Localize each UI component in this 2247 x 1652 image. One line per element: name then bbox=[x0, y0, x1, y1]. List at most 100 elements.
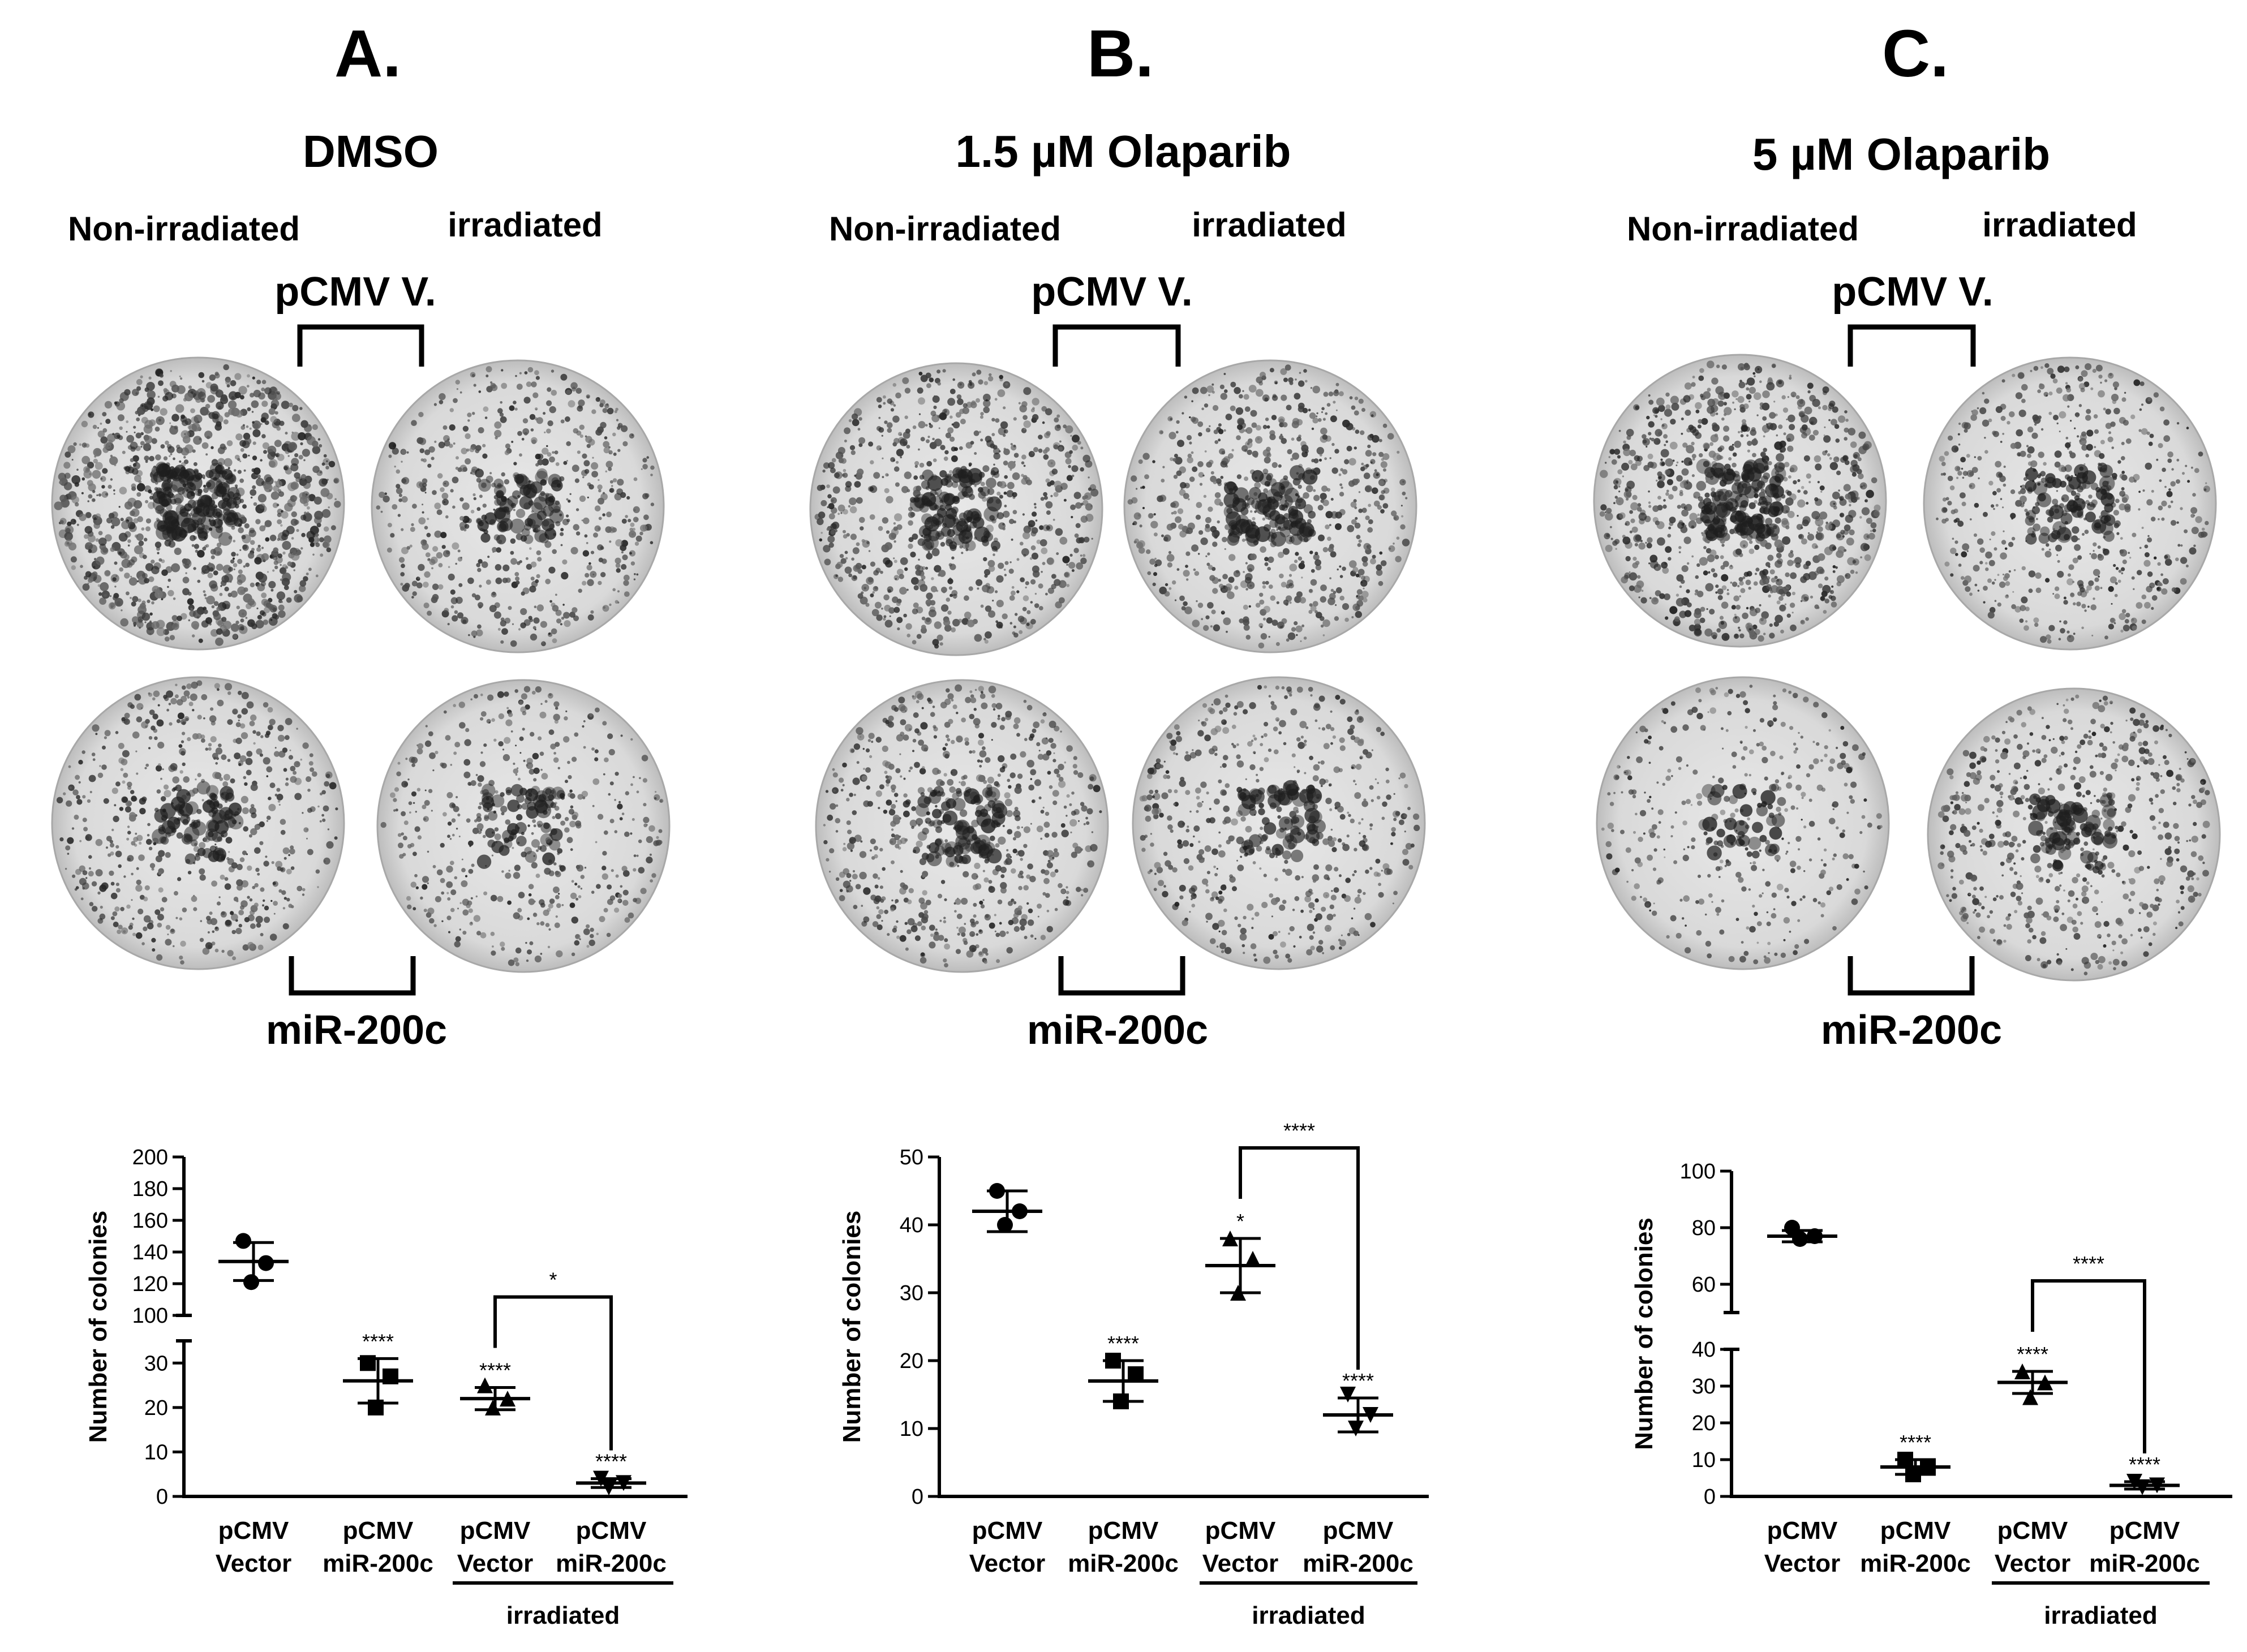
data-point bbox=[1245, 1251, 1261, 1267]
data-point bbox=[485, 1400, 501, 1416]
data-point bbox=[997, 1217, 1013, 1233]
vector-label: pCMV V. bbox=[274, 269, 436, 315]
x-tick-label: Vector bbox=[216, 1550, 292, 1577]
y-tick-label: 30 bbox=[1692, 1375, 1716, 1399]
significance-label: **** bbox=[2017, 1343, 2048, 1366]
y-tick-label: 100 bbox=[1680, 1160, 1716, 1184]
plate-b-4 bbox=[1133, 677, 1425, 969]
plate-b-2 bbox=[1124, 360, 1416, 652]
data-point bbox=[258, 1255, 274, 1271]
x-tick-label: miR-200c bbox=[1303, 1550, 1413, 1577]
data-point bbox=[1113, 1393, 1129, 1409]
y-tick-label: 0 bbox=[156, 1485, 168, 1509]
x-tick-label: miR-200c bbox=[556, 1550, 667, 1577]
y-tick-label: 80 bbox=[1692, 1216, 1716, 1240]
panel-letter: C. bbox=[1882, 16, 1949, 91]
series-1: **** bbox=[1088, 1332, 1158, 1409]
comparison-bracket bbox=[2033, 1281, 2145, 1453]
plate-b-1 bbox=[810, 363, 1102, 655]
x-tick-label: pCMV bbox=[1205, 1517, 1276, 1545]
comparison-label: **** bbox=[1283, 1119, 1315, 1142]
group-label: irradiated bbox=[2044, 1602, 2158, 1629]
y-axis-title: Number of colonies bbox=[84, 1211, 112, 1443]
x-tick-label: miR-200c bbox=[323, 1550, 433, 1577]
panel-b: B. 1.5 µM Olaparib Non-irradiated irradi… bbox=[810, 16, 1425, 1053]
vector-label: pCMV V. bbox=[1031, 269, 1192, 315]
y-tick-label: 0 bbox=[1704, 1485, 1716, 1509]
vector-bracket bbox=[1850, 327, 1973, 367]
y-tick-label: 20 bbox=[144, 1396, 168, 1420]
data-point bbox=[1128, 1366, 1144, 1382]
y-tick-label: 20 bbox=[1692, 1412, 1716, 1435]
data-point bbox=[1807, 1228, 1823, 1244]
y-tick-label: 10 bbox=[900, 1417, 923, 1441]
x-tick-label: pCMV bbox=[2109, 1517, 2180, 1545]
significance-label: **** bbox=[1900, 1431, 1931, 1454]
y-tick-label: 140 bbox=[132, 1241, 168, 1264]
x-tick-label: Vector bbox=[1764, 1550, 1841, 1577]
plate-a-3 bbox=[52, 677, 344, 969]
y-axis-title: Number of colonies bbox=[838, 1211, 866, 1443]
plate-c-4 bbox=[1928, 689, 2220, 980]
vector-bracket bbox=[300, 327, 422, 367]
x-tick-label: pCMV bbox=[972, 1517, 1043, 1545]
x-tick-label: Vector bbox=[457, 1550, 534, 1577]
group-label: irradiated bbox=[506, 1602, 620, 1629]
plate-a-1 bbox=[52, 358, 344, 649]
data-point bbox=[360, 1355, 376, 1371]
irradiated-label: irradiated bbox=[448, 206, 602, 244]
data-point bbox=[1105, 1353, 1121, 1369]
mir-label: miR-200c bbox=[266, 1008, 447, 1053]
significance-label: **** bbox=[1107, 1332, 1139, 1355]
comparison-bracket bbox=[495, 1297, 611, 1451]
data-point bbox=[2022, 1389, 2038, 1405]
x-tick-label: pCMV bbox=[1997, 1517, 2068, 1545]
y-tick-label: 50 bbox=[900, 1146, 923, 1169]
y-tick-label: 120 bbox=[132, 1272, 168, 1296]
data-point bbox=[1348, 1421, 1364, 1436]
x-tick-label: miR-200c bbox=[1068, 1550, 1179, 1577]
vector-bracket bbox=[1055, 327, 1178, 367]
y-tick-label: 160 bbox=[132, 1209, 168, 1233]
x-tick-label: pCMV bbox=[460, 1517, 531, 1545]
y-tick-label: 30 bbox=[900, 1281, 923, 1305]
data-point bbox=[235, 1233, 251, 1249]
series-3: **** bbox=[576, 1450, 646, 1496]
data-point bbox=[383, 1369, 398, 1384]
data-point bbox=[1905, 1466, 1921, 1482]
treatment-title: DMSO bbox=[303, 126, 439, 177]
data-point bbox=[243, 1274, 259, 1290]
mir-label: miR-200c bbox=[1821, 1008, 2002, 1053]
series-0 bbox=[218, 1233, 289, 1290]
significance-label: **** bbox=[479, 1359, 511, 1382]
plate-a-4 bbox=[377, 680, 669, 972]
series-0 bbox=[1767, 1220, 1837, 1247]
y-tick-label: 100 bbox=[132, 1304, 168, 1328]
data-point bbox=[989, 1183, 1005, 1199]
mir-label: miR-200c bbox=[1027, 1008, 1208, 1053]
series-2: **** bbox=[460, 1359, 530, 1416]
y-tick-label: 20 bbox=[900, 1349, 923, 1373]
y-tick-label: 40 bbox=[900, 1214, 923, 1237]
y-tick-label: 60 bbox=[1692, 1273, 1716, 1297]
plate-c-2 bbox=[1924, 358, 2216, 649]
series-2: * bbox=[1205, 1210, 1275, 1301]
y-tick-label: 0 bbox=[912, 1485, 923, 1509]
x-tick-label: pCMV bbox=[1088, 1517, 1159, 1545]
x-tick-label: Vector bbox=[1202, 1550, 1279, 1577]
significance-label: * bbox=[1236, 1210, 1244, 1233]
series-1: **** bbox=[343, 1330, 413, 1415]
y-tick-label: 10 bbox=[144, 1440, 168, 1464]
plate-c-1 bbox=[1594, 355, 1886, 647]
plate-a-2 bbox=[372, 360, 664, 652]
panel-letter: A. bbox=[334, 16, 401, 91]
y-tick-label: 200 bbox=[132, 1146, 168, 1169]
x-tick-label: pCMV bbox=[1323, 1517, 1394, 1545]
plate-b-3 bbox=[816, 680, 1108, 972]
mir-bracket bbox=[1850, 956, 1972, 993]
y-tick-label: 40 bbox=[1692, 1338, 1716, 1362]
x-tick-label: miR-200c bbox=[1860, 1550, 1971, 1577]
